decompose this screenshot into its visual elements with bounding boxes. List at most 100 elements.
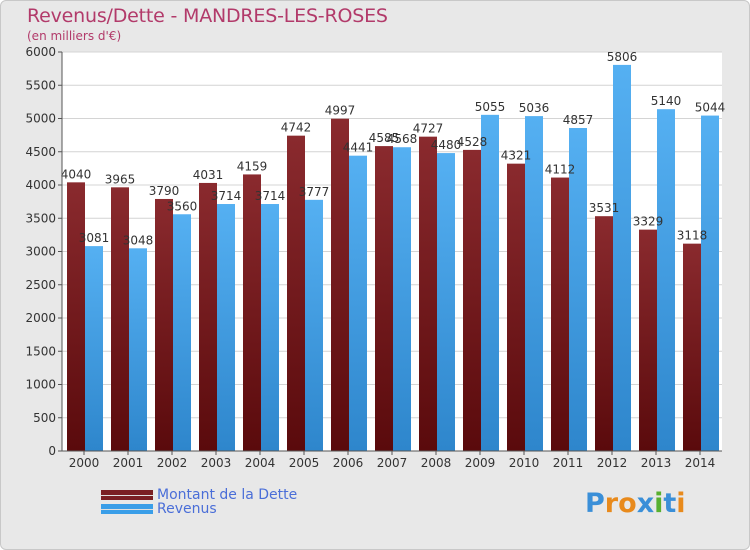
logo-letter: i xyxy=(676,488,686,519)
x-tick-label: 2007 xyxy=(377,456,408,470)
data-label-dette: 4585 xyxy=(369,131,400,145)
x-tick-label: 2005 xyxy=(289,456,320,470)
y-tick-label: 3000 xyxy=(25,245,56,259)
chart-subtitle: (en milliers d'€) xyxy=(27,29,122,43)
bar-revenus xyxy=(173,214,191,451)
x-tick-label: 2006 xyxy=(333,456,364,470)
data-label-dette: 4112 xyxy=(545,163,576,177)
data-label-revenus: 3081 xyxy=(79,231,110,245)
x-tick-label: 2009 xyxy=(465,456,496,470)
bar-dette xyxy=(419,136,437,452)
data-label-revenus: 5140 xyxy=(651,94,682,108)
y-tick-label: 1000 xyxy=(25,378,56,392)
data-label-dette: 3790 xyxy=(149,184,180,198)
data-label-dette: 4031 xyxy=(193,168,224,182)
y-tick-label: 4500 xyxy=(25,145,56,159)
chart-title: Revenus/Dette - MANDRES-LES-ROSES xyxy=(27,5,388,27)
bar-revenus xyxy=(85,246,103,451)
data-label-revenus: 3560 xyxy=(167,199,198,213)
bar-revenus xyxy=(349,155,367,451)
bar-dette xyxy=(287,135,305,452)
legend-item-dette: Montant de la Dette xyxy=(101,487,298,503)
legend-swatch-revenus xyxy=(101,504,153,514)
data-label-revenus: 5055 xyxy=(475,100,506,114)
y-tick-label: 500 xyxy=(33,411,56,425)
bar-dette xyxy=(199,182,217,451)
legend-label-dette: Montant de la Dette xyxy=(157,487,298,503)
data-label-dette: 3531 xyxy=(589,201,620,215)
bar-revenus xyxy=(305,199,323,451)
bar-revenus xyxy=(613,64,631,451)
y-tick-label: 4000 xyxy=(25,178,56,192)
bar-revenus xyxy=(481,114,499,451)
data-label-dette: 4528 xyxy=(457,135,488,149)
bar-revenus xyxy=(129,248,147,451)
data-label-revenus: 5036 xyxy=(519,101,550,115)
bar-dette xyxy=(507,163,525,451)
data-label-dette: 3329 xyxy=(633,215,664,229)
y-tick-label: 5500 xyxy=(25,78,56,92)
data-label-dette: 3965 xyxy=(105,172,136,186)
x-tick-label: 2004 xyxy=(245,456,276,470)
bar-dette xyxy=(67,182,85,451)
data-label-revenus: 4568 xyxy=(387,132,418,146)
data-label-revenus: 3714 xyxy=(211,189,242,203)
bar-revenus xyxy=(569,128,587,451)
y-tick-label: 0 xyxy=(48,444,56,458)
bar-revenus xyxy=(525,116,543,451)
data-label-revenus: 4857 xyxy=(563,113,594,127)
x-tick-label: 2001 xyxy=(113,456,144,470)
data-label-revenus: 5044 xyxy=(695,101,726,115)
data-label-dette: 4997 xyxy=(325,104,356,118)
proxiti-logo: Proxiti xyxy=(585,488,686,519)
x-tick-label: 2000 xyxy=(69,456,100,470)
bar-dette xyxy=(639,229,657,451)
bar-revenus xyxy=(657,109,675,451)
logo-letter: o xyxy=(618,488,637,519)
x-tick-label: 2012 xyxy=(597,456,628,470)
bar-dette xyxy=(463,149,481,451)
bar-revenus xyxy=(701,115,719,451)
data-label-dette: 4040 xyxy=(61,167,92,181)
y-tick-label: 5000 xyxy=(25,112,56,126)
y-tick-label: 1500 xyxy=(25,344,56,358)
logo-letter: x xyxy=(636,488,655,519)
y-tick-label: 2000 xyxy=(25,311,56,325)
data-label-revenus: 3714 xyxy=(255,189,286,203)
x-tick-label: 2003 xyxy=(201,456,232,470)
data-label-dette: 4321 xyxy=(501,149,532,163)
bar-dette xyxy=(155,198,173,451)
bar-dette xyxy=(595,216,613,451)
logo-letter: r xyxy=(604,488,619,519)
data-label-revenus: 3777 xyxy=(299,185,330,199)
data-label-dette: 4742 xyxy=(281,121,312,135)
logo-letter: P xyxy=(585,488,605,519)
x-tick-label: 2011 xyxy=(553,456,584,470)
logo-letter: i xyxy=(654,488,664,519)
bar-revenus xyxy=(217,204,235,451)
bar-dette xyxy=(551,177,569,451)
bar-dette xyxy=(111,187,129,451)
x-tick-label: 2002 xyxy=(157,456,188,470)
data-label-dette: 3118 xyxy=(677,229,708,243)
data-label-revenus: 5806 xyxy=(607,50,638,64)
y-tick-label: 3500 xyxy=(25,211,56,225)
legend-swatch-dette xyxy=(101,490,153,500)
bar-revenus xyxy=(261,204,279,451)
data-label-revenus: 3048 xyxy=(123,233,154,247)
bar-dette xyxy=(331,118,349,452)
y-tick-label: 2500 xyxy=(25,278,56,292)
y-tick-label: 6000 xyxy=(25,45,56,59)
x-tick-label: 2008 xyxy=(421,456,452,470)
data-label-dette: 4159 xyxy=(237,159,268,173)
bar-dette xyxy=(243,174,261,451)
data-label-revenus: 4441 xyxy=(343,141,374,155)
x-tick-label: 2014 xyxy=(685,456,716,470)
data-label-dette: 4727 xyxy=(413,122,444,136)
bar-revenus xyxy=(393,147,411,451)
x-tick-label: 2010 xyxy=(509,456,540,470)
x-tick-label: 2013 xyxy=(641,456,672,470)
logo-letter: t xyxy=(663,488,677,519)
